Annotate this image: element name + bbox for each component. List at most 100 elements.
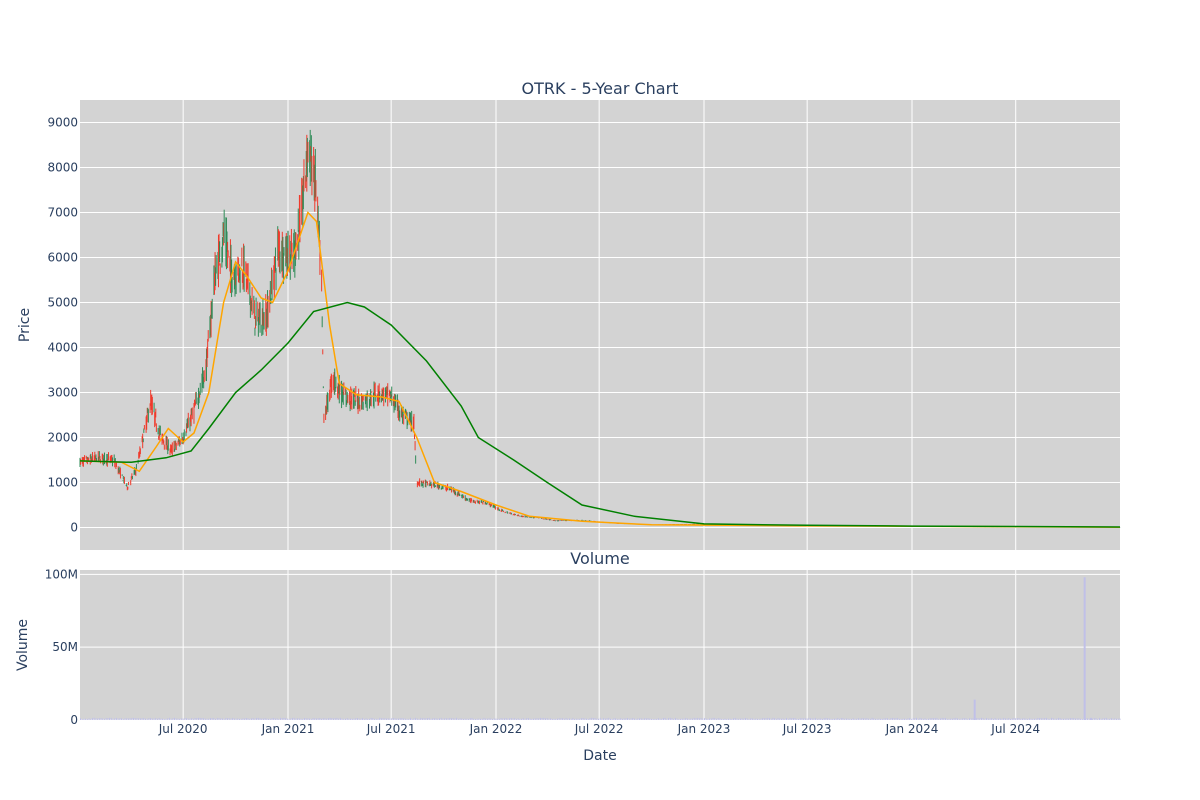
volume-bar (232, 717, 234, 720)
volume-bar (611, 718, 613, 720)
volume-bar (548, 718, 550, 720)
volume-bar (587, 718, 589, 720)
volume-bar (1001, 718, 1003, 720)
volume-bar (598, 718, 600, 720)
volume-bar (216, 717, 218, 720)
volume-bar (902, 718, 904, 720)
volume-bar (794, 718, 796, 720)
volume-bar (163, 718, 165, 720)
volume-bar (439, 718, 441, 720)
volume-y-axis-label: Volume (15, 619, 31, 671)
volume-bar (334, 718, 336, 720)
volume-bar (440, 717, 442, 720)
volume-bar (910, 718, 912, 720)
volume-bar (550, 718, 552, 720)
volume-bar (775, 718, 777, 720)
volume-bar (363, 718, 365, 720)
volume-bar (480, 718, 482, 720)
volume-bar (109, 717, 111, 720)
volume-bar (505, 718, 507, 720)
volume-bar (1003, 717, 1005, 720)
volume-bar (731, 718, 733, 720)
volume-bar (992, 718, 994, 720)
volume-bar (387, 718, 389, 720)
price-y-tick-label: 3000 (47, 386, 78, 400)
volume-bar (386, 718, 388, 720)
volume-bar (835, 718, 837, 720)
price-candlesticks (79, 129, 1121, 528)
volume-bar (538, 718, 540, 720)
volume-bar (1028, 718, 1030, 720)
volume-bar (994, 717, 996, 720)
volume-bar (336, 717, 338, 720)
volume-bar (767, 717, 769, 720)
volume-bar (1010, 718, 1012, 720)
volume-bar (991, 718, 993, 720)
volume-bar (1109, 718, 1111, 720)
volume-bar (266, 718, 268, 720)
volume-bar (1056, 718, 1058, 720)
volume-bar (726, 718, 728, 720)
volume-bar (1095, 718, 1097, 720)
volume-bar (131, 717, 133, 720)
volume-bar (751, 718, 753, 720)
volume-bar (93, 717, 95, 720)
price-plot-area (80, 100, 1120, 550)
volume-bar (322, 718, 324, 720)
volume-bar (355, 718, 357, 720)
volume-bar (1030, 718, 1032, 720)
volume-bar (300, 718, 302, 720)
volume-bar (252, 718, 254, 720)
volume-bar (1083, 718, 1085, 720)
volume-bar (1080, 718, 1082, 720)
volume-bar (596, 718, 598, 720)
volume-bar (820, 718, 822, 720)
volume-bar (746, 718, 748, 720)
volume-bar (527, 718, 529, 720)
volume-bar (1093, 718, 1095, 720)
volume-bar (425, 718, 427, 720)
volume-bar (457, 718, 459, 720)
volume-bar (864, 718, 866, 720)
volume-bar (273, 717, 275, 720)
volume-bar (787, 718, 789, 720)
volume-bar (259, 718, 261, 720)
volume-bar (156, 718, 158, 720)
volume-bar (278, 718, 280, 720)
volume-bar (760, 718, 762, 720)
volume-bar (656, 718, 658, 720)
volume-plot-area (80, 570, 1120, 720)
volume-bar (1049, 718, 1051, 720)
volume-bar (895, 718, 897, 720)
volume-bar (409, 717, 411, 720)
volume-bar (979, 718, 981, 720)
volume-bar (714, 717, 716, 720)
volume-bar (264, 718, 266, 720)
volume-bar (924, 718, 926, 720)
volume-bar (389, 718, 391, 720)
volume-bar (319, 717, 321, 720)
volume-bar (469, 718, 471, 720)
volume-bar (493, 718, 495, 720)
volume-bar (1021, 718, 1023, 720)
volume-bar (568, 718, 570, 720)
volume-bar (1044, 718, 1046, 720)
volume-y-tick-label: 100M (45, 567, 78, 581)
volume-bar (144, 718, 146, 720)
volume-bar (784, 718, 786, 720)
volume-bar (1020, 718, 1022, 720)
volume-bar (780, 718, 782, 720)
volume-bar (500, 718, 502, 720)
volume-bar (673, 718, 675, 720)
volume-bar (1042, 718, 1044, 720)
volume-bar (211, 718, 213, 720)
volume-bar (873, 718, 875, 720)
volume-bar (639, 718, 641, 720)
volume-bar (430, 718, 432, 720)
volume-bar (874, 718, 876, 720)
volume-bar (237, 718, 239, 720)
volume-bar (228, 718, 230, 720)
volume-bar (514, 718, 516, 720)
volume-bar (632, 718, 634, 720)
volume-bar (353, 718, 355, 720)
